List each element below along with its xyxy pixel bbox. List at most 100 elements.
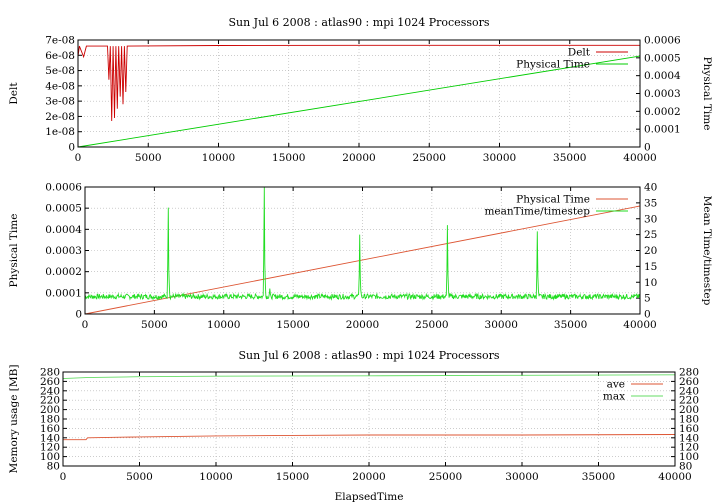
y2-tick-label: 140 [679, 432, 699, 444]
y2-tick-label: 0.0005 [644, 52, 681, 64]
x-tick-label: 25000 [429, 471, 462, 483]
x-tick-label: 35000 [582, 471, 615, 483]
y-tick-label: 140 [40, 432, 60, 444]
x-tick-label: 20000 [352, 471, 385, 483]
y-tick-label: 0 [75, 309, 82, 321]
y-tick-label: 0.0003 [45, 245, 82, 257]
y2-tick-label: 80 [679, 461, 692, 473]
x-tick-label: 30000 [505, 471, 538, 483]
x-tick-label: 5000 [141, 319, 168, 331]
x-tick-label: 15000 [276, 319, 309, 331]
y-tick-label: 2e-08 [45, 111, 75, 123]
y-tick-label: 180 [40, 414, 60, 426]
chart-title: Sun Jul 6 2008 : atlas90 : mpi 1024 Proc… [228, 16, 489, 29]
y2-tick-label: 15 [644, 261, 657, 273]
x-tick-label: 15000 [272, 152, 305, 164]
y2-tick-label: 40 [644, 182, 657, 194]
y2-tick-label: 180 [679, 414, 699, 426]
x-tick-label: 5000 [135, 152, 162, 164]
y-tick-label: 6e-08 [45, 50, 75, 62]
y-tick-label: 220 [40, 395, 60, 407]
y2-tick-label: 35 [644, 197, 657, 209]
y-tick-label: 0.0002 [45, 266, 82, 278]
y2-tick-label: 160 [679, 423, 699, 435]
y-tick-label: 5e-08 [45, 65, 75, 77]
y-tick-label: 7e-08 [45, 35, 75, 47]
x-tick-label: 30000 [485, 319, 518, 331]
y2-tick-label: 120 [679, 442, 699, 454]
y-tick-label: 0.0001 [45, 287, 82, 299]
y2-tick-label: 220 [679, 395, 699, 407]
y2-axis-label: Physical Time [701, 57, 713, 131]
x-tick-label: 10000 [207, 319, 240, 331]
y-axis-label: Memory usage [MB] [8, 365, 20, 474]
y2-tick-label: 0 [644, 142, 651, 154]
legend-label: max [603, 391, 625, 403]
y-tick-label: 240 [40, 385, 60, 397]
legend-label: Physical Time [516, 59, 590, 71]
x-tick-label: 40000 [658, 471, 691, 483]
y-tick-label: 80 [47, 461, 60, 473]
x-tick-label: 30000 [483, 152, 516, 164]
y-axis-label: Delt [8, 82, 20, 105]
series-line-delt [77, 44, 640, 122]
chart-title: Sun Jul 6 2008 : atlas90 : mpi 1024 Proc… [238, 349, 499, 362]
y2-tick-label: 0.0006 [644, 35, 681, 47]
y-tick-label: 4e-08 [45, 80, 75, 92]
series-line-physical-time [77, 55, 641, 148]
x-tick-label: 25000 [415, 319, 448, 331]
y-tick-label: 0.0006 [45, 182, 82, 194]
y2-tick-label: 0.0004 [644, 70, 681, 82]
y-tick-label: 200 [40, 404, 60, 416]
y2-tick-label: 10 [644, 277, 657, 289]
x-tick-label: 5000 [126, 471, 153, 483]
x-tick-label: 0 [82, 319, 89, 331]
x-tick-label: 15000 [276, 471, 309, 483]
plot-frame [77, 39, 641, 148]
x-tick-label: 0 [60, 471, 67, 483]
x-tick-label: 35000 [554, 319, 587, 331]
x-tick-label: 40000 [623, 319, 656, 331]
y2-tick-label: 100 [679, 451, 699, 463]
y-tick-label: 100 [40, 451, 60, 463]
x-tick-label: 10000 [199, 471, 232, 483]
y2-tick-label: 200 [679, 404, 699, 416]
y-tick-label: 0.0004 [45, 224, 82, 236]
y2-tick-label: 240 [679, 385, 699, 397]
plot-frame [84, 186, 641, 315]
y-tick-label: 280 [40, 367, 60, 379]
x-tick-label: 0 [75, 152, 82, 164]
y-tick-label: 260 [40, 376, 60, 388]
series-line-max [62, 374, 676, 380]
legend-label: ave [607, 379, 625, 391]
y-tick-label: 160 [40, 423, 60, 435]
x-axis-label: ElapsedTime [335, 491, 404, 503]
y-tick-label: 120 [40, 442, 60, 454]
series-line-ave [63, 434, 676, 441]
y2-tick-label: 260 [679, 376, 699, 388]
y2-axis-label: Mean Time/timestep [701, 196, 713, 306]
y2-tick-label: 280 [679, 367, 699, 379]
y-axis-label: Physical Time [8, 214, 20, 288]
y2-tick-label: 0 [644, 309, 651, 321]
y2-tick-label: 0.0001 [644, 124, 681, 136]
x-tick-label: 20000 [342, 152, 375, 164]
y2-tick-label: 25 [644, 229, 657, 241]
x-tick-label: 20000 [346, 319, 379, 331]
y-tick-label: 1e-08 [45, 126, 75, 138]
y2-tick-label: 20 [644, 245, 657, 257]
series-line-meantime-timestep [84, 186, 641, 301]
x-tick-label: 10000 [202, 152, 235, 164]
y2-tick-label: 0.0002 [644, 106, 681, 118]
y2-tick-label: 5 [644, 293, 651, 305]
y-tick-label: 0.0005 [45, 203, 82, 215]
y2-tick-label: 0.0003 [644, 88, 681, 100]
y2-tick-label: 30 [644, 213, 657, 225]
legend-label: meanTime/timestep [484, 206, 590, 218]
x-tick-label: 35000 [553, 152, 586, 164]
y-tick-label: 0 [68, 142, 75, 154]
legend-label: Physical Time [516, 194, 590, 206]
y-tick-label: 3e-08 [45, 96, 75, 108]
legend-label: Delt [568, 47, 591, 59]
